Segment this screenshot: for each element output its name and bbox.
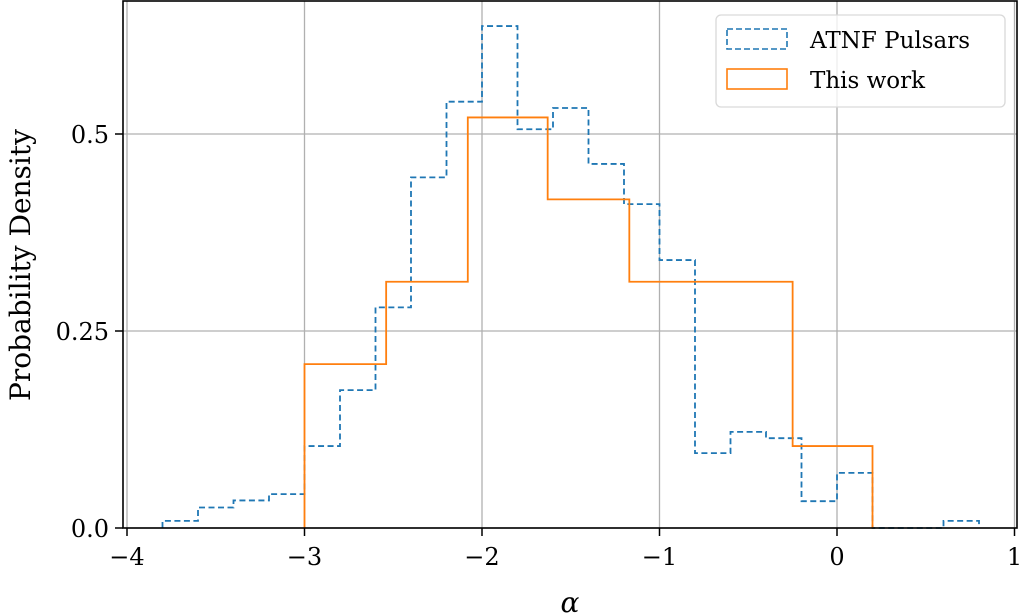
legend-swatch-atnf [726, 28, 788, 50]
x-tick-label: −3 [287, 543, 322, 571]
series-atnf-pulsars [161, 25, 980, 529]
y-tick-label: 0.0 [71, 515, 109, 543]
y-tick-label: 0.25 [56, 318, 109, 346]
x-tick-label: 1 [1007, 543, 1021, 571]
y-tick-label: 0.5 [71, 121, 109, 149]
axes-frame [122, 0, 1018, 529]
x-axis-ticks: −4 −3 −2 −1 0 1 [109, 528, 1021, 571]
series-this-work [303, 116, 874, 528]
y-axis-ticks: 0.0 0.25 0.5 [56, 121, 123, 543]
legend-label-this-work: This work [810, 68, 926, 94]
x-tick-label: −1 [642, 543, 677, 571]
legend: ATNF Pulsars This work [715, 14, 1006, 108]
y-axis-label: Probability Density [4, 129, 37, 401]
legend-box [715, 14, 1006, 108]
x-axis-label: α [561, 586, 580, 615]
legend-swatch-this-work [726, 68, 788, 90]
legend-label-atnf: ATNF Pulsars [809, 28, 970, 54]
series-group [161, 25, 980, 529]
x-tick-label: −2 [464, 543, 499, 571]
x-tick-label: 0 [829, 543, 844, 571]
x-tick-label: −4 [109, 543, 144, 571]
